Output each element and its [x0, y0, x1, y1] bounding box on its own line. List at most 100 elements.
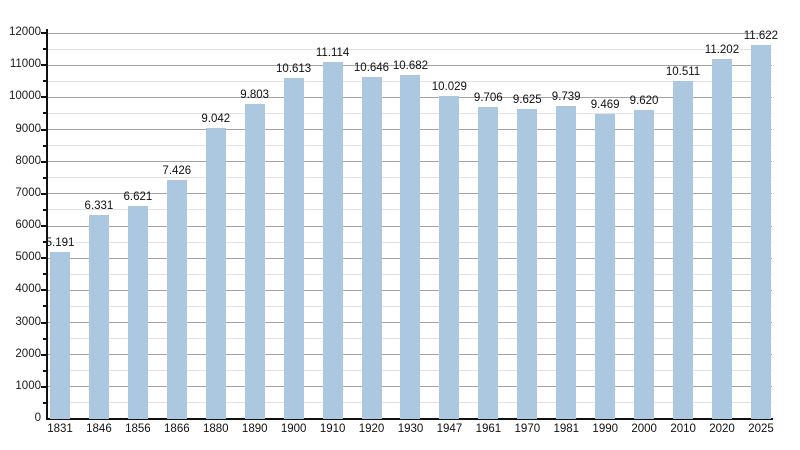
y-minor-tick: [43, 305, 47, 308]
y-minor-tick: [43, 401, 47, 404]
y-minor-tick: [43, 144, 47, 147]
bar: 7.426: [162, 165, 191, 419]
y-minor-tick: [43, 337, 47, 340]
bar-value-label: 11.622: [743, 30, 779, 43]
bar: 10.613: [276, 63, 311, 419]
bar: 10.646: [354, 62, 389, 419]
y-major-tick: [41, 353, 47, 356]
bars-layer: 5.191 6.331 6.621 7.426 9.042 9.803 10.613 11.1…: [46, 30, 778, 419]
y-minor-tick: [43, 112, 47, 115]
bar-value-label: 7.426: [162, 165, 192, 178]
y-axis-line: [46, 29, 48, 419]
x-tick-label: 2025: [748, 423, 774, 435]
x-tick-label: 1920: [358, 423, 385, 435]
y-tick-label: 11000: [9, 58, 41, 71]
bar-value-label: 9.469: [590, 99, 620, 112]
x-tick-label: 1947: [436, 423, 463, 435]
major-gridline: [47, 32, 772, 34]
bar: 9.706: [474, 92, 503, 419]
y-major-tick: [41, 192, 47, 195]
bar-value-label: 9.803: [240, 88, 270, 101]
x-tick-label: 1866: [164, 423, 190, 435]
x-tick-label: 1831: [47, 423, 73, 435]
y-major-tick: [41, 385, 47, 388]
bar: 6.331: [85, 200, 113, 419]
bar: 9.469: [591, 99, 620, 419]
y-major-tick: [41, 160, 47, 163]
x-tick-label: 1880: [202, 423, 229, 435]
y-minor-tick: [43, 273, 47, 276]
x-tick-label: 1981: [553, 423, 580, 435]
bar-value-label: 6.621: [123, 191, 153, 203]
minor-gridline: [47, 48, 772, 50]
y-tick-label: 8000: [15, 154, 41, 167]
bar-value-label: 11.202: [704, 43, 740, 56]
x-tick-label: 1856: [125, 423, 151, 435]
bar-value-label: 9.620: [629, 94, 659, 107]
y-major-tick: [41, 64, 47, 67]
y-minor-tick: [43, 208, 47, 211]
bar-value-label: 10.682: [392, 60, 429, 73]
bar: 11.622: [744, 30, 778, 419]
y-tick-label: 2000: [15, 347, 41, 360]
y-tick-label: 7000: [15, 186, 41, 199]
x-tick-label: 1846: [86, 423, 112, 435]
y-minor-tick: [43, 369, 47, 372]
bar: 9.620: [630, 95, 658, 419]
bar-value-label: 10.029: [431, 81, 467, 94]
bar-value-label: 9.625: [512, 94, 542, 107]
bar: 10.029: [432, 81, 467, 419]
y-tick-label: 6000: [15, 219, 41, 231]
y-minor-tick: [43, 176, 47, 179]
y-minor-tick: [43, 48, 47, 51]
y-tick-label: 1000: [15, 379, 41, 392]
y-major-tick: [41, 96, 47, 99]
x-axis-line: [46, 418, 773, 420]
bar: 10.682: [393, 60, 428, 419]
y-major-tick: [41, 321, 47, 324]
bar: 10.511: [666, 66, 700, 419]
y-tick-label: 4000: [15, 283, 41, 296]
bar-value-label: 10.613: [276, 62, 312, 75]
x-tick-label: 2000: [631, 423, 657, 435]
y-tick-label: 3000: [15, 315, 41, 328]
x-tick-label: 1900: [280, 423, 307, 435]
y-major-tick: [41, 257, 47, 260]
bar: 11.114: [316, 47, 349, 419]
bar-value-label: 9.042: [201, 113, 231, 126]
bar-value-label: 10.646: [353, 61, 390, 74]
x-tick-label: 2010: [670, 423, 696, 435]
y-tick-label: 10000: [9, 90, 41, 103]
bar-value-label: 11.114: [315, 46, 350, 59]
bar-value-label: 5.191: [45, 237, 75, 249]
x-tick-label: 1910: [319, 423, 346, 435]
bar: 6.621: [123, 191, 152, 419]
x-tick-label: 1930: [397, 423, 424, 435]
bar: 5.191: [46, 237, 74, 419]
y-minor-tick: [43, 241, 47, 244]
y-major-tick: [41, 225, 47, 227]
y-tick-label: 5000: [15, 251, 41, 264]
x-tick-label: 1890: [241, 423, 268, 435]
bar-value-label: 10.511: [665, 65, 701, 78]
bar: 9.739: [552, 91, 581, 419]
y-major-tick: [41, 128, 47, 131]
y-tick-label: 0: [34, 412, 41, 424]
y-major-tick: [41, 289, 47, 292]
y-minor-tick: [43, 80, 47, 83]
y-major-tick: [41, 32, 47, 34]
bar: 9.625: [513, 94, 542, 419]
bar: 9.042: [201, 113, 230, 419]
bar-value-label: 9.739: [551, 90, 581, 103]
x-tick-label: 1990: [592, 423, 619, 435]
bar: 9.803: [240, 89, 269, 419]
y-tick-label: 9000: [15, 122, 41, 135]
x-tick-label: 1970: [514, 423, 541, 435]
x-tick-label: 2020: [709, 423, 735, 435]
x-tick-label: 1961: [475, 423, 502, 435]
major-gridline: [47, 64, 772, 66]
bar: 11.202: [705, 44, 739, 419]
bar-value-label: 9.706: [473, 91, 503, 104]
bar-value-label: 6.331: [84, 200, 114, 213]
